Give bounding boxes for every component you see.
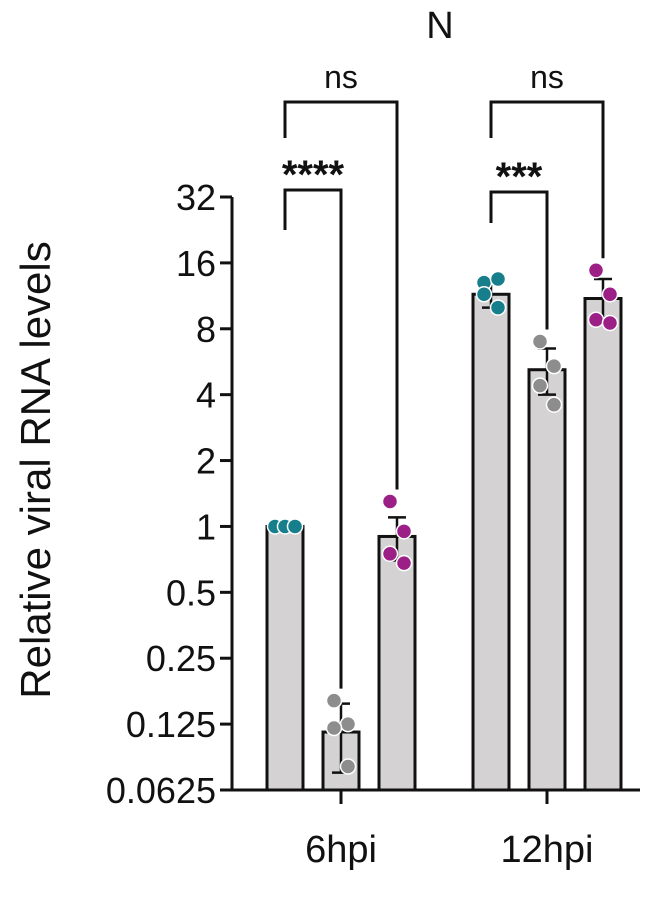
data-point [587, 311, 605, 328]
bar [583, 297, 623, 792]
data-point [395, 523, 413, 540]
y-tick-label: 32 [176, 177, 216, 218]
y-tick-label: 16 [176, 243, 216, 284]
data-point [489, 299, 507, 316]
significance-label: *** [496, 155, 543, 199]
y-tick-label: 4 [196, 375, 216, 416]
plot-area: 32 16 8 4 2 1 0.5 0.25 0.125 0.0625 6hpi 12hpi **** n… [106, 59, 640, 871]
bar [471, 292, 511, 792]
data-point [395, 554, 413, 572]
significance-label: **** [282, 153, 345, 197]
data-point [475, 286, 493, 303]
y-tick-label: 0.0625 [106, 770, 216, 811]
data-point [531, 333, 549, 350]
y-tick-label: 1 [196, 506, 216, 547]
x-tick-label: 12hpi [501, 829, 594, 871]
y-tick-label: 0.5 [166, 572, 216, 613]
data-point [545, 357, 563, 375]
y-tick-label: 0.25 [146, 638, 216, 679]
x-tick-label: 6hpi [305, 829, 377, 871]
data-point [325, 692, 343, 709]
data-point [381, 493, 399, 510]
data-point [325, 719, 343, 737]
chart-title: N [426, 5, 453, 47]
data-point [339, 715, 357, 733]
significance-bracket [283, 100, 399, 490]
bar [527, 368, 567, 792]
data-point [339, 758, 357, 775]
y-tick-label: 0.125 [126, 704, 216, 745]
bar [265, 524, 305, 792]
data-point [601, 314, 619, 332]
data-point [489, 270, 507, 288]
significance-bracket [489, 190, 549, 330]
bar [377, 534, 417, 792]
y-axis-label: Relative viral RNA levels [12, 241, 59, 699]
significance-label: ns [324, 59, 358, 95]
data-point [286, 518, 304, 535]
significance-bracket [283, 188, 343, 689]
data-point [531, 377, 549, 394]
y-tick-label: 2 [196, 441, 216, 482]
data-point [601, 286, 619, 303]
significance-label: ns [530, 59, 564, 95]
data-point [587, 262, 605, 279]
data-point [381, 545, 399, 563]
significance-bracket [489, 100, 605, 259]
data-point [545, 396, 563, 413]
y-tick-label: 8 [196, 309, 216, 350]
